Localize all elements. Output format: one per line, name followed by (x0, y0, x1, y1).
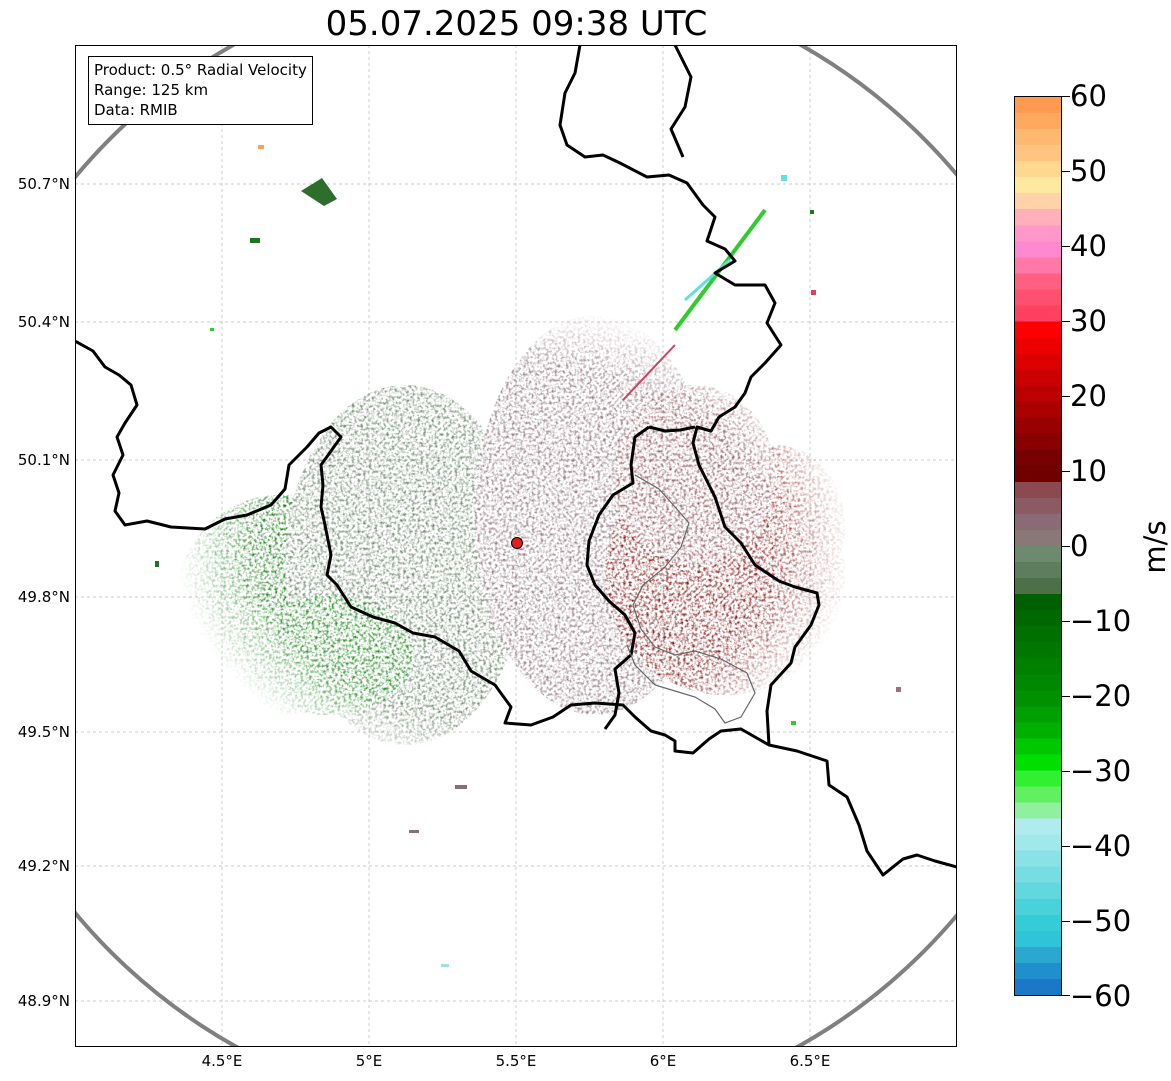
lat-tick-label: 50.1°N (17, 451, 70, 469)
lat-tick-label: 48.9°N (17, 992, 70, 1010)
lat-tick-label: 49.2°N (17, 857, 70, 875)
info-box: Product: 0.5° Radial Velocity Range: 125… (88, 56, 313, 125)
lat-tick-label: 49.8°N (17, 588, 70, 606)
lon-tick-label: 6°E (649, 1052, 677, 1070)
colorbar-label: −20 (1070, 679, 1132, 713)
map-title: 05.07.2025 09:38 UTC (325, 4, 708, 44)
velocity-echoes (175, 315, 845, 745)
colorbar-label: 0 (1070, 529, 1089, 563)
radar-site-marker (511, 537, 523, 549)
velocity-colorbar (1014, 96, 1062, 996)
colorbar-tick (1062, 546, 1070, 547)
colorbar-tick (1062, 471, 1070, 472)
lat-tick-label: 49.5°N (17, 723, 70, 741)
colorbar-tick (1062, 771, 1070, 772)
colorbar-tick (1062, 995, 1070, 996)
radar-map[interactable] (75, 45, 957, 1047)
lon-tick-label: 4.5°E (201, 1052, 243, 1070)
colorbar-unit-label: m/s (1138, 520, 1171, 574)
colorbar-tick (1062, 846, 1070, 847)
country-borders (75, 45, 957, 877)
lat-tick-label: 50.4°N (17, 313, 70, 331)
colorbar-tick (1062, 171, 1070, 172)
info-source: Data: RMIB (94, 101, 178, 119)
colorbar-label: −40 (1070, 829, 1132, 863)
colorbar-label: 50 (1070, 154, 1107, 188)
colorbar-tick (1062, 396, 1070, 397)
colorbar-tick (1062, 921, 1070, 922)
colorbar-label: −60 (1070, 979, 1132, 1013)
lat-tick-label: 50.7°N (17, 175, 70, 193)
colorbar-label: 30 (1070, 304, 1107, 338)
info-range: Range: 125 km (94, 81, 209, 99)
colorbar-tick (1062, 321, 1070, 322)
colorbar-tick (1062, 621, 1070, 622)
radar-map-canvas (75, 45, 957, 1047)
colorbar-label: 40 (1070, 229, 1107, 263)
colorbar-tick (1062, 96, 1070, 97)
lux-outline (626, 474, 756, 724)
colorbar-label: −10 (1070, 604, 1132, 638)
info-product: Product: 0.5° Radial Velocity (94, 61, 307, 79)
colorbar-label: −50 (1070, 904, 1132, 938)
colorbar-tick (1062, 696, 1070, 697)
colorbar-label: 60 (1070, 79, 1107, 113)
colorbar-tick (1062, 246, 1070, 247)
lon-tick-label: 5.5°E (495, 1052, 537, 1070)
colorbar-label: 20 (1070, 379, 1107, 413)
colorbar-label: −30 (1070, 754, 1132, 788)
lon-tick-label: 6.5°E (789, 1052, 831, 1070)
lon-tick-label: 5°E (355, 1052, 383, 1070)
colorbar-label: 10 (1070, 454, 1107, 488)
